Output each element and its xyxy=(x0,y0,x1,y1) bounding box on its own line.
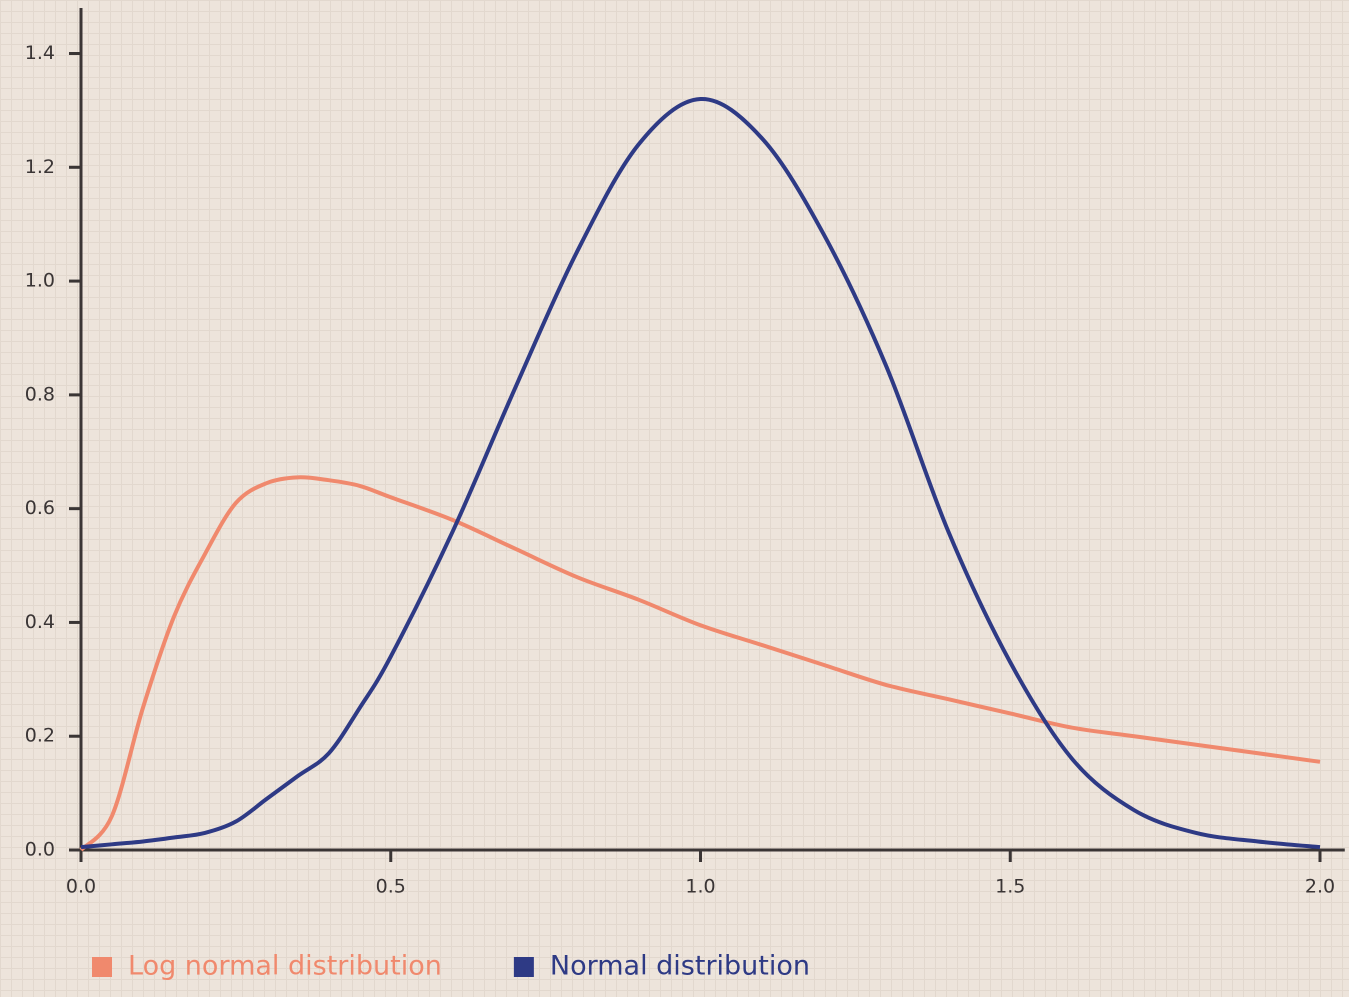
y-tick-label: 0.8 xyxy=(25,383,55,405)
x-tick-label: 2.0 xyxy=(1305,876,1335,898)
y-tick-label: 1.0 xyxy=(25,270,55,292)
legend-swatch xyxy=(513,957,534,977)
y-tick-label: 0.6 xyxy=(25,497,55,519)
legend-label: Log normal distribution xyxy=(128,951,442,982)
x-tick-label: 0.5 xyxy=(376,876,406,898)
y-tick-label: 1.2 xyxy=(25,156,55,178)
legend-swatch xyxy=(92,957,112,977)
line-series xyxy=(79,475,1321,852)
x-tick-label: 1.5 xyxy=(995,876,1025,898)
line-series xyxy=(80,97,1321,850)
y-tick-label: 0.2 xyxy=(25,725,55,747)
x-tick-label: 1.0 xyxy=(685,876,715,898)
y-tick-label: 1.4 xyxy=(25,42,55,64)
y-tick-label: 0.0 xyxy=(25,839,55,861)
x-tick-label: 0.0 xyxy=(66,876,96,898)
legend-label: Normal distribution xyxy=(550,951,810,982)
y-tick-label: 0.4 xyxy=(25,611,55,633)
